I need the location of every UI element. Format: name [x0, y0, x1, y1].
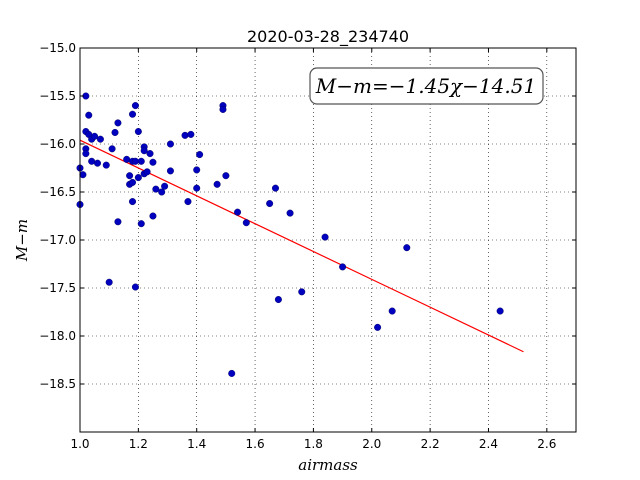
y-axis-label: M−m — [13, 219, 31, 262]
data-point — [149, 212, 157, 220]
x-tick-label: 1.8 — [304, 437, 323, 451]
data-point — [374, 323, 382, 331]
y-tick-label: −18.5 — [39, 377, 76, 391]
data-point — [219, 105, 227, 113]
data-point — [143, 168, 151, 176]
annotation-frame — [309, 67, 544, 105]
data-points — [76, 92, 504, 377]
data-point — [129, 110, 137, 118]
fit-equation: M−m=−1.45χ−14.51 — [315, 74, 536, 98]
data-point — [196, 151, 204, 159]
data-point — [79, 171, 87, 179]
data-point — [146, 150, 154, 158]
y-tick-label: −17.0 — [39, 233, 76, 247]
data-point — [140, 147, 148, 155]
data-point — [134, 128, 142, 136]
x-tick-label: 2.6 — [537, 437, 556, 451]
data-point — [184, 198, 192, 206]
data-point — [403, 244, 411, 252]
data-point — [161, 182, 169, 190]
data-point — [234, 208, 242, 216]
data-point — [388, 307, 396, 315]
data-point — [321, 233, 329, 241]
data-point — [339, 263, 347, 271]
data-point — [85, 111, 93, 119]
data-point — [111, 128, 119, 136]
x-tick-label: 2.0 — [362, 437, 381, 451]
data-point — [134, 174, 142, 182]
y-tick-label: −15.0 — [39, 41, 76, 55]
y-tick-label: −16.0 — [39, 137, 76, 151]
data-point — [496, 307, 504, 315]
fit-line — [79, 139, 524, 353]
data-point — [131, 102, 139, 110]
data-point — [88, 157, 96, 165]
x-tick-label: 2.4 — [479, 437, 498, 451]
grid — [79, 47, 576, 432]
data-point — [149, 158, 157, 166]
data-point — [228, 369, 236, 377]
fit-line-group — [79, 139, 524, 353]
data-point — [131, 157, 139, 165]
data-point — [102, 161, 110, 169]
data-point — [242, 219, 250, 227]
y-tick-label: −16.5 — [39, 185, 76, 199]
data-point — [123, 155, 131, 163]
data-point — [114, 218, 122, 226]
data-point — [222, 172, 230, 180]
data-point — [137, 220, 145, 228]
chart-title: 2020-03-28_234740 — [247, 27, 409, 47]
data-point — [129, 198, 137, 206]
data-point — [193, 166, 201, 174]
data-point — [271, 184, 279, 192]
data-point — [94, 159, 102, 167]
data-point — [105, 278, 113, 286]
data-point — [266, 200, 274, 208]
data-point — [131, 283, 139, 291]
data-point — [286, 209, 294, 217]
data-point — [193, 184, 201, 192]
data-point — [158, 188, 166, 196]
y-tick-label: −18.0 — [39, 329, 76, 343]
data-point — [108, 145, 116, 153]
data-point — [274, 296, 282, 304]
x-axis-label: airmass — [298, 456, 358, 474]
y-tick-label: −17.5 — [39, 281, 76, 295]
data-point — [129, 178, 137, 186]
data-point — [187, 130, 195, 138]
data-point — [213, 180, 221, 188]
data-point — [82, 150, 90, 158]
x-tick-label: 1.4 — [187, 437, 206, 451]
x-tick-label: 1.6 — [246, 437, 265, 451]
y-tick-label: −15.5 — [39, 89, 76, 103]
data-point — [152, 185, 160, 193]
axis-ticks: 1.0 1.2 1.4 1.6 1.8 2.0 2.2 2.4 2.6 −15.0 −15.5 −16… — [39, 41, 576, 451]
x-tick-label: 1.0 — [70, 437, 89, 451]
annotation-box: M−m=−1.45χ−14.51 — [309, 67, 544, 105]
data-point — [166, 140, 174, 148]
x-tick-label: 2.2 — [421, 437, 440, 451]
data-point — [126, 172, 134, 180]
data-point — [91, 132, 99, 140]
x-tick-label: 1.2 — [129, 437, 148, 451]
data-point — [114, 119, 122, 127]
data-point — [137, 157, 145, 165]
data-point — [298, 288, 306, 296]
data-point — [181, 131, 189, 139]
data-point — [96, 135, 104, 143]
data-point — [166, 167, 174, 175]
